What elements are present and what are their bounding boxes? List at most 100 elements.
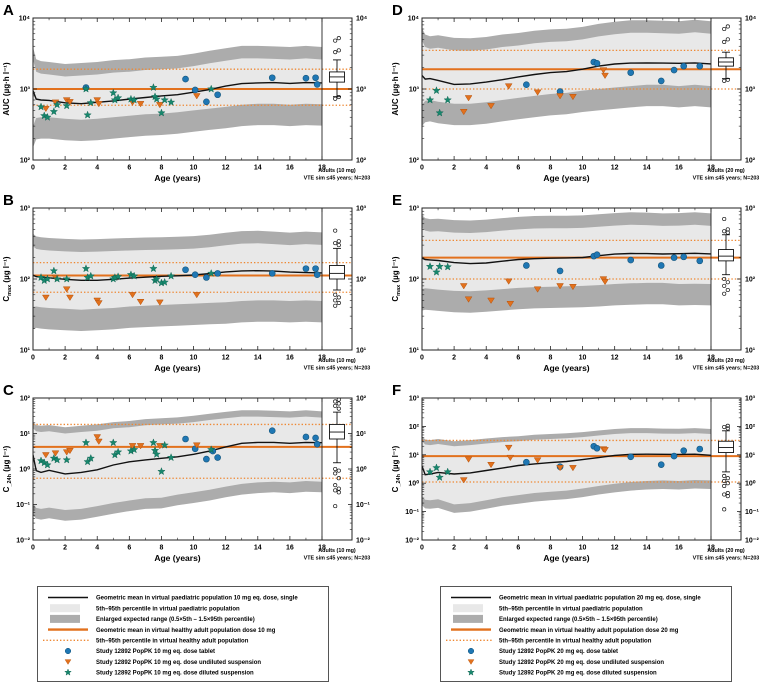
- svg-text:14: 14: [254, 355, 262, 362]
- svg-text:10³: 10³: [356, 206, 367, 213]
- panel-C: 10⁻² 10⁻² 10⁻¹ 10⁻¹ 10⁰ 10⁰ 10¹ 10¹ 10² 10² 0 2 4 6 8 1…: [0, 380, 389, 570]
- axes: 10⁻² 10⁻² 10⁻¹ 10⁻¹ 10⁰ 10⁰ 10¹ 10¹ 10² 10² 10³ 10³…: [405, 396, 759, 552]
- adult-caption-line1: Adults (20 mg): [707, 548, 745, 554]
- svg-text:10⁴: 10⁴: [745, 16, 757, 23]
- svg-text:10³: 10³: [20, 206, 31, 213]
- svg-text:18: 18: [707, 545, 715, 552]
- svg-text:10²: 10²: [20, 396, 31, 403]
- svg-text:10²: 10²: [356, 396, 367, 403]
- x-axis-label: Age (years): [154, 363, 200, 373]
- svg-text:10⁻¹: 10⁻¹: [16, 502, 30, 509]
- y-axis-label: Cmax (µg l⁻¹): [391, 256, 402, 302]
- svg-text:6: 6: [516, 355, 520, 362]
- svg-text:10³: 10³: [745, 87, 756, 94]
- diluted-suspension-points: [425, 86, 452, 117]
- legend-item-label: 5th–95th percentile in virtual healthy a…: [499, 639, 652, 645]
- undiluted-marker-swatch: [467, 659, 475, 665]
- percentile-band-swatch: [50, 604, 80, 613]
- svg-text:0: 0: [31, 355, 35, 362]
- svg-text:4: 4: [95, 355, 99, 362]
- legend-item-rect-dark: Enlarged expected range (0.5×5th – 1.5×9…: [50, 614, 255, 623]
- svg-text:10⁰: 10⁰: [356, 466, 367, 474]
- svg-text:10³: 10³: [409, 396, 420, 403]
- legend-item-dotted-orange: 5th–95th percentile in virtual healthy a…: [43, 639, 249, 645]
- panel-letter: C: [3, 382, 14, 399]
- svg-text:10⁻¹: 10⁻¹: [356, 502, 370, 509]
- svg-text:10²: 10²: [745, 158, 756, 165]
- legend-item-rect-light: 5th–95th percentile in virtual paediatri…: [50, 604, 240, 612]
- diluted-marker-swatch: [467, 668, 475, 676]
- legend-item-label: Study 12892 PopPK 10 mg eq. dose diluted…: [96, 671, 254, 677]
- panel-F: 10⁻² 10⁻² 10⁻¹ 10⁻¹ 10⁰ 10⁰ 10¹ 10¹ 10² 10² 10³ 10³…: [389, 380, 778, 570]
- legend-item-line-orange: Geometric mean in virtual healthy adult …: [48, 628, 276, 634]
- svg-text:16: 16: [675, 545, 683, 552]
- legend-item-line-black: Geometric mean in virtual paediatric pop…: [48, 596, 298, 602]
- svg-text:10⁰: 10⁰: [408, 480, 419, 488]
- svg-text:6: 6: [516, 165, 520, 172]
- percentile-bands: [33, 45, 322, 148]
- svg-text:10³: 10³: [356, 87, 367, 94]
- svg-text:6: 6: [127, 165, 131, 172]
- percentile-bands: [33, 410, 322, 521]
- svg-text:16: 16: [675, 165, 683, 172]
- legend-20mg-chart: Geometric mean in virtual paediatric pop…: [446, 596, 701, 677]
- tablet-points: [182, 427, 321, 463]
- svg-text:10⁴: 10⁴: [356, 16, 368, 23]
- svg-text:0: 0: [31, 545, 35, 552]
- paediatric-geometric-mean-line: [33, 441, 322, 475]
- legend-item-triangle-orange: Study 12892 PopPK 20 mg eq. dose undilut…: [467, 659, 664, 666]
- tablet-points: [82, 74, 321, 106]
- svg-text:10¹: 10¹: [745, 348, 756, 355]
- x-axis-label: Age (years): [154, 553, 200, 563]
- axes: 10¹ 10¹ 10² 10² 10³ 10³ 0 2 4 6 8 10 12 14 16 18: [409, 206, 756, 362]
- svg-text:10²: 10²: [20, 277, 31, 284]
- svg-text:10¹: 10¹: [356, 431, 367, 438]
- svg-text:10: 10: [190, 355, 198, 362]
- legend-item-label: 5th–95th percentile in virtual paediatri…: [96, 606, 240, 612]
- legend-item-label: Study 12892 PopPK 10 mg eq. dose tablet: [96, 649, 215, 655]
- adult-boxplot: [718, 216, 734, 296]
- tablet-points: [523, 58, 704, 95]
- svg-text:10²: 10²: [409, 277, 420, 284]
- svg-text:12: 12: [611, 545, 619, 552]
- legend-item-label: 5th–95th percentile in virtual healthy a…: [96, 639, 249, 645]
- legend-item-label: Enlarged expected range (0.5×5th – 1.5×9…: [499, 617, 658, 623]
- axes: 10¹ 10¹ 10² 10² 10³ 10³ 0 2 4 6 8 10 12 14 16 18: [20, 206, 367, 362]
- legend-item-label: Study 12892 PopPK 10 mg eq. dose undilut…: [96, 660, 261, 666]
- svg-text:10¹: 10¹: [20, 431, 31, 438]
- svg-text:6: 6: [127, 355, 131, 362]
- svg-text:8: 8: [548, 545, 552, 552]
- svg-text:10²: 10²: [745, 277, 756, 284]
- adult-caption-line2: VTE sim ≤45 years; N=203: [693, 176, 760, 182]
- svg-text:12: 12: [222, 355, 230, 362]
- svg-text:12: 12: [222, 165, 230, 172]
- undiluted-suspension-points: [459, 276, 609, 308]
- paediatric-geometric-mean-line: [422, 453, 711, 476]
- legend-item-label: Geometric mean in virtual paediatric pop…: [96, 596, 298, 602]
- adult-reference-lines: [422, 439, 741, 483]
- svg-text:2: 2: [452, 165, 456, 172]
- diluted-suspension-points: [425, 463, 452, 481]
- svg-text:10²: 10²: [409, 158, 420, 165]
- svg-text:12: 12: [611, 165, 619, 172]
- legend-item-rect-dark: Enlarged expected range (0.5×5th – 1.5×9…: [453, 614, 658, 623]
- paediatric-geometric-mean-line: [422, 62, 711, 86]
- tablet-marker-swatch: [64, 647, 72, 655]
- svg-text:8: 8: [548, 355, 552, 362]
- diluted-suspension-points: [425, 262, 452, 276]
- svg-text:4: 4: [95, 165, 99, 172]
- adult-boxplot: [329, 36, 345, 101]
- svg-text:10¹: 10¹: [409, 452, 420, 459]
- panel-E: 10¹ 10¹ 10² 10² 10³ 10³ 0 2 4 6 8 10 12 14 16 18 E Cmax (…: [389, 190, 778, 380]
- enlarged-range-swatch: [50, 614, 80, 623]
- adult-caption-line1: Adults (20 mg): [707, 168, 745, 174]
- legend-item-label: Enlarged expected range (0.5×5th – 1.5×9…: [96, 617, 255, 623]
- svg-text:10⁻¹: 10⁻¹: [745, 509, 759, 516]
- panel-letter: D: [392, 2, 403, 19]
- adult-boxplot: [718, 423, 734, 512]
- adult-boxplot: [718, 24, 734, 83]
- svg-text:4: 4: [484, 165, 488, 172]
- panel-F-chart: 10⁻² 10⁻² 10⁻¹ 10⁻¹ 10⁰ 10⁰ 10¹ 10¹ 10² 10² 10³ 10³…: [391, 382, 759, 563]
- x-axis-label: Age (years): [543, 173, 589, 183]
